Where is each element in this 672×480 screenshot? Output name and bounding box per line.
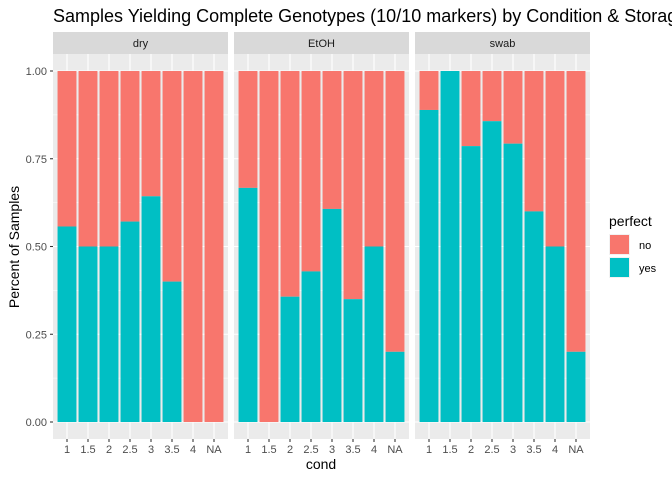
bar-yes-4	[364, 246, 384, 422]
bar-yes-2	[461, 146, 481, 422]
bar-no-1.5	[78, 71, 98, 247]
x-tick-label: 4	[371, 444, 377, 456]
bar-no-4	[183, 71, 203, 422]
legend-label-yes: yes	[639, 263, 657, 275]
bar-yes-2.5	[301, 271, 321, 422]
x-tick-label: 2.5	[484, 444, 499, 456]
facet-strip	[415, 32, 590, 54]
bar-yes-1.5	[78, 246, 98, 422]
legend: perfect no yes	[609, 213, 657, 278]
x-tick-label: 1	[64, 444, 70, 456]
bar-yes-3.5	[162, 281, 182, 422]
legend-label-no: no	[639, 240, 651, 252]
facet-panel-dry: dry 1 1.5 2 2.5 3 3.5 4 NA	[53, 32, 228, 456]
x-tick-label: 2	[287, 444, 293, 456]
bar-no-3	[503, 71, 523, 144]
facet-strip	[234, 32, 409, 54]
facet-strip	[53, 32, 228, 54]
bar-yes-3.5	[343, 299, 363, 422]
bar-no-2	[99, 71, 119, 247]
x-axis-title: cond	[306, 456, 336, 472]
bar-no-1.5	[259, 71, 279, 422]
bar-yes-NA	[566, 351, 586, 422]
bar-yes-1.5	[440, 71, 460, 422]
bar-no-3.5	[524, 71, 544, 212]
bar-no-4	[364, 71, 384, 247]
bar-no-1	[238, 71, 258, 188]
y-tick-label: 0.50	[26, 242, 47, 254]
x-tick-label: 3	[510, 444, 516, 456]
bar-yes-NA	[385, 351, 405, 422]
x-tick-label: 1.5	[442, 444, 457, 456]
facet-strip-label: EtOH	[308, 38, 335, 50]
bar-yes-3	[141, 196, 161, 422]
facet-strip-label: swab	[490, 38, 516, 50]
legend-key-yes	[610, 258, 629, 277]
x-tick-label: 1.5	[80, 444, 95, 456]
bar-no-1	[419, 71, 439, 110]
bar-yes-1	[57, 226, 77, 422]
bar-yes-3.5	[524, 211, 544, 422]
y-tick-label: 0.00	[26, 417, 47, 429]
y-tick-label: 0.25	[26, 329, 47, 341]
x-tick-label: 2	[106, 444, 112, 456]
x-tick-label: NA	[568, 444, 584, 456]
facet-strip-label: dry	[133, 38, 149, 50]
bar-no-4	[545, 71, 565, 247]
bar-yes-2	[99, 246, 119, 422]
x-tick-label: 1.5	[261, 444, 276, 456]
bar-no-3.5	[162, 71, 182, 282]
x-tick-label: NA	[206, 444, 222, 456]
legend-key-no	[610, 235, 629, 254]
y-tick-label: 0.75	[26, 154, 47, 166]
x-tick-label: 3.5	[526, 444, 541, 456]
y-axis-title: Percent of Samples	[6, 186, 22, 308]
bar-no-2.5	[482, 71, 502, 122]
bar-no-3	[322, 71, 342, 209]
x-tick-label: 3	[148, 444, 154, 456]
facet-panel-etoh: EtOH 1 1.5 2 2.5 3 3.5 4 NA	[234, 32, 409, 456]
bar-yes-1	[238, 187, 258, 422]
x-tick-label: 3.5	[345, 444, 360, 456]
bar-yes-4	[545, 246, 565, 422]
x-tick-label: 2	[468, 444, 474, 456]
bar-no-2.5	[301, 71, 321, 272]
x-tick-label: 1	[245, 444, 251, 456]
y-tick-label: 1.00	[26, 66, 47, 78]
bar-yes-2	[280, 296, 300, 422]
bar-no-NA	[385, 71, 405, 352]
bar-no-3	[141, 71, 161, 197]
bar-yes-3	[503, 143, 523, 423]
bar-no-3.5	[343, 71, 363, 300]
x-tick-label: 3.5	[164, 444, 179, 456]
x-tick-label: 4	[552, 444, 558, 456]
bar-no-2	[461, 71, 481, 147]
bar-no-NA	[204, 71, 224, 422]
facet-panel-swab: swab 1 1.5 2 2.5 3 3.5 4 NA	[415, 32, 590, 456]
bar-no-2.5	[120, 71, 140, 222]
x-tick-label: 4	[190, 444, 196, 456]
bar-yes-1	[419, 109, 439, 422]
x-tick-label: 3	[329, 444, 335, 456]
bar-no-NA	[566, 71, 586, 352]
legend-title: perfect	[609, 213, 652, 229]
x-tick-label: NA	[387, 444, 403, 456]
bar-yes-3	[322, 208, 342, 422]
x-tick-label: 2.5	[303, 444, 318, 456]
bar-no-2	[280, 71, 300, 297]
bar-no-1	[57, 71, 77, 227]
chart-title: Samples Yielding Complete Genotypes (10/…	[53, 6, 672, 26]
x-tick-label: 1	[426, 444, 432, 456]
bar-yes-2.5	[120, 221, 140, 422]
bar-yes-2.5	[482, 121, 502, 423]
x-tick-label: 2.5	[122, 444, 137, 456]
